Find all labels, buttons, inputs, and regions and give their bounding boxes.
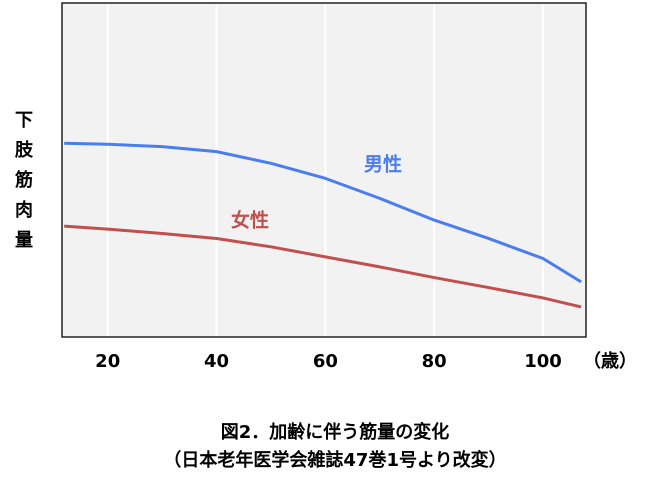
y-axis-label: 下肢筋肉量 xyxy=(12,110,33,260)
series-line xyxy=(64,224,582,309)
x-tick-label: 40 xyxy=(204,351,229,372)
x-axis-label: （歳） xyxy=(583,351,637,372)
plot-area xyxy=(61,2,587,338)
series-label: 女性 xyxy=(231,209,269,232)
series-label: 男性 xyxy=(364,153,402,176)
x-tick-label: 60 xyxy=(313,351,338,372)
x-tick-label: 80 xyxy=(422,351,447,372)
chart-title: 図2．加齢に伴う筋量の変化 xyxy=(221,421,450,443)
chart-subtitle: （日本老年医学会雑誌47巻1号より改変） xyxy=(163,449,506,471)
series-line xyxy=(64,141,582,284)
x-tick-label: 20 xyxy=(95,351,120,372)
x-tick-label: 100 xyxy=(524,351,562,372)
